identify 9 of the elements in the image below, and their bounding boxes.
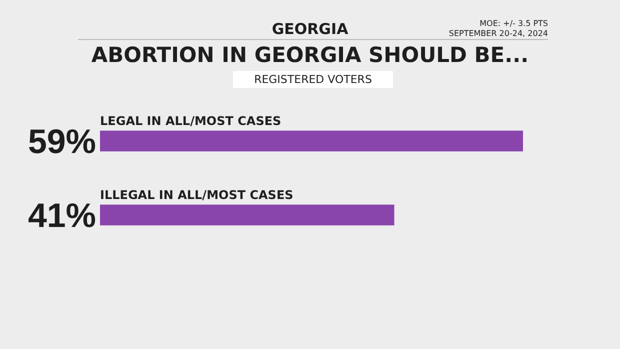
text: SEPTEMBER 20-24, 2024 (448, 29, 548, 39)
y-tick-label: LEGAL IN ALL/MOST CASES (100, 114, 282, 128)
text: GEORGIA (270, 20, 350, 38)
data-label: 59% (28, 123, 96, 161)
data-label: 41% (28, 197, 96, 235)
chart-subtitle: REGISTERED VOTERS (233, 71, 393, 88)
y-tick-label: ILLEGAL IN ALL/MOST CASES (100, 188, 294, 202)
chart-title: ABORTION IN GEORGIA SHOULD BE... (90, 43, 530, 67)
text: MOE: +/- 3.5 PTS (478, 19, 548, 29)
